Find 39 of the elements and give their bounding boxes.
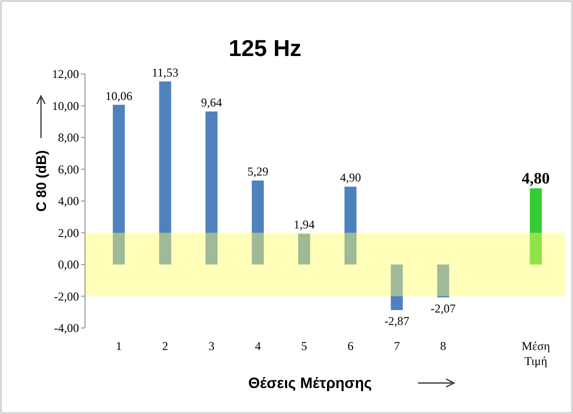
y-tick-label: 12,00: [52, 67, 79, 81]
y-tick-label: 2,00: [58, 226, 79, 240]
x-tick-label: 8: [440, 339, 446, 353]
bar: [252, 180, 264, 264]
bar: [298, 234, 310, 264]
data-label: -2,07: [430, 301, 456, 316]
x-tick-label: Μέση Τιμή: [522, 339, 550, 368]
y-tick-label: 6,00: [58, 162, 79, 176]
bar: [530, 188, 542, 264]
bar: [437, 264, 450, 298]
y-tick-label: 10,00: [52, 98, 79, 113]
bar: [159, 81, 172, 264]
data-label: 4,80: [522, 170, 550, 188]
data-label: 11,53: [152, 65, 178, 80]
x-tick-label: 2: [162, 339, 168, 353]
y-tick-label: -2,00: [54, 289, 79, 304]
y-tick-label: 8,00: [58, 130, 79, 144]
x-tick-label: 3: [208, 339, 214, 353]
y-tick-label: 0,00: [58, 258, 79, 272]
bar: [112, 104, 125, 264]
data-label: 5,29: [247, 164, 268, 179]
x-tick-label: 5: [301, 339, 308, 353]
x-axis-title: Θέσεις Μέτρησης: [248, 375, 372, 392]
data-label: 4,90: [340, 170, 361, 185]
data-label: 9,64: [200, 95, 222, 110]
data-label: 1,94: [294, 218, 315, 232]
data-label: 10,06: [105, 88, 132, 103]
x-tick-label: 1: [116, 339, 122, 353]
data-label: -2,87: [384, 314, 410, 328]
bar: [390, 264, 403, 310]
y-axis-title: C 80 (dB): [33, 150, 49, 212]
y-tick-label: -4,00: [54, 321, 79, 335]
bar: [344, 186, 356, 264]
y-tick-label: 4,00: [58, 194, 79, 208]
x-tick-label: 6: [347, 339, 354, 353]
chart-title: 125 Hz: [228, 35, 302, 61]
x-tick-label: 7: [394, 339, 400, 353]
x-tick-label: 4: [254, 339, 261, 353]
bar: [205, 111, 218, 264]
